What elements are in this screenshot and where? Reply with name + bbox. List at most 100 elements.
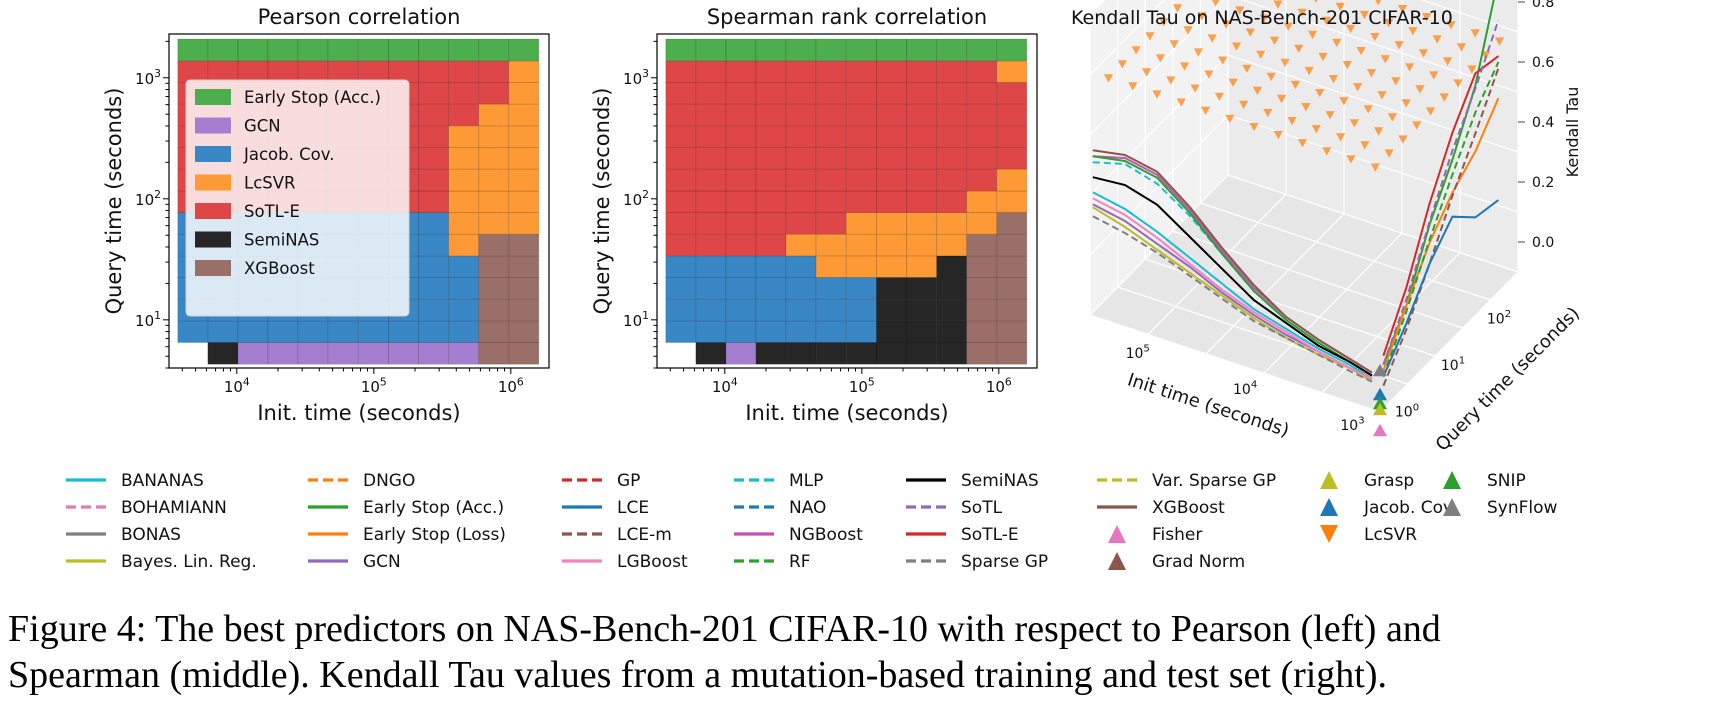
lcsvr-marker	[1366, 69, 1377, 78]
legend-label-grad-norm: Grad Norm	[1152, 552, 1245, 572]
pearson-cell-sotl-e	[448, 82, 480, 105]
pearson-cell-lcsvr	[508, 168, 540, 192]
lcsvr-marker	[1193, 48, 1203, 57]
spearman-cell-seminas	[876, 298, 907, 322]
lcsvr-marker	[1280, 58, 1290, 67]
pearson-cell-lcsvr	[508, 60, 540, 83]
pearson-cell-jacob-cov	[418, 255, 450, 278]
pearson-heatmap: 104 105 106 101 102 103 Pearson correlation Ini…	[102, 5, 550, 425]
spearman-cell-seminas	[785, 342, 817, 365]
spearman-cell-sotl-e	[665, 60, 697, 83]
lcsvr-marker	[1322, 147, 1332, 156]
spearman-cell-early-stop-acc	[845, 38, 877, 62]
legend-item-fisher: Fisher	[1108, 525, 1202, 545]
legend-item-lce-m: LCE-m	[562, 525, 672, 545]
spearman-cell-sotl-e	[785, 146, 817, 170]
spearman-cell-lcsvr	[966, 190, 998, 213]
lcsvr-marker	[1387, 113, 1397, 122]
spearman-cell-sotl-e	[876, 146, 907, 170]
spearman-cell-sotl-e	[906, 146, 938, 170]
legend-label-sotl: SoTL	[961, 498, 1003, 518]
spearman-cell-sotl-e	[725, 233, 757, 257]
legend-item-nao: NAO	[734, 498, 826, 518]
spearman-cell-sotl-e	[725, 82, 757, 105]
pearson-cell-jacob-cov	[388, 320, 419, 343]
legend-item-var-sparse-gp: Var. Sparse GP	[1097, 471, 1276, 491]
spearman-cell-seminas	[906, 298, 938, 322]
pearson-legend: Early Stop (Acc.) GCN Jacob. Cov. LcSVR SoTL…	[185, 79, 410, 317]
pearson-cell-gcn	[297, 342, 329, 365]
spearman-cell-jacob-cov	[725, 277, 757, 300]
legend-item-seminas: SemiNAS	[906, 471, 1039, 491]
kendall-z-tick-label: 0.8	[1532, 0, 1554, 11]
legend-item-grasp: Grasp	[1320, 471, 1414, 491]
lcsvr-marker	[1117, 60, 1127, 69]
legend-item-gp: GP	[562, 471, 640, 491]
lcsvr-marker	[1145, 32, 1155, 41]
pearson-legend-label-early-stop-acc: Early Stop (Acc.)	[244, 88, 381, 107]
kendall-z-tick-label: 0.6	[1532, 55, 1554, 71]
pearson-cell-lcsvr	[478, 212, 510, 235]
lcsvr-marker	[1425, 107, 1436, 116]
spearman-cell-sotl-e	[906, 190, 938, 213]
pearson-legend-label-jacob-cov: Jacob. Cov.	[243, 145, 334, 164]
kendall-z-tick-label: 0.4	[1532, 115, 1554, 131]
pearson-cell-jacob-cov	[267, 320, 299, 343]
spearman-cell-jacob-cov	[785, 298, 817, 322]
pearson-cell-lcsvr	[478, 168, 510, 192]
legend-label-synflow: SynFlow	[1487, 498, 1558, 518]
zero-cost-point-fisher	[1373, 423, 1387, 437]
legend-item-grad-norm: Grad Norm	[1108, 552, 1245, 572]
init-series-xgboost	[1092, 149, 1373, 374]
lcsvr-marker	[1180, 62, 1190, 71]
pearson-legend-label-lcsvr: LcSVR	[244, 174, 296, 193]
kendall-z-tick-label: 0.0	[1532, 235, 1554, 251]
lcsvr-marker	[1297, 139, 1308, 148]
pearson-cell-sotl-e	[357, 60, 389, 83]
spearman-cell-jacob-cov	[755, 320, 787, 343]
spearman-cell-lcsvr	[845, 255, 877, 278]
spearman-cell-seminas	[936, 298, 968, 322]
spearman-cell-sotl-e	[785, 103, 817, 127]
spearman-cell-jacob-cov	[755, 255, 787, 278]
pearson-cell-jacob-cov	[418, 277, 450, 300]
spearman-cell-xgboost	[996, 277, 1028, 300]
query-series-early-stop-loss	[1382, 97, 1500, 372]
pearson-cell-early-stop-acc	[237, 38, 269, 62]
legend-item-early-stop-loss: Early Stop (Loss)	[308, 525, 506, 545]
spearman-cell-lcsvr	[815, 233, 847, 257]
legend-marker-lcsvr	[1320, 525, 1338, 543]
spearman-cell-sotl-e	[665, 233, 697, 257]
spearman-cell-sotl-e	[755, 146, 787, 170]
pearson-cell-early-stop-acc	[478, 38, 510, 62]
spearman-cell-sotl-e	[936, 82, 968, 105]
spearman-cell-sotl-e	[695, 212, 727, 235]
legend-item-snip: SNIP	[1443, 471, 1526, 491]
kendall-init-tick-label: 105	[1126, 344, 1150, 362]
lcsvr-marker	[1277, 94, 1287, 104]
legend-label-lce-m: LCE-m	[617, 525, 672, 545]
legend-label-bayes-lin-reg: Bayes. Lin. Reg.	[121, 552, 257, 572]
spearman-cell-jacob-cov	[725, 255, 757, 278]
lcsvr-marker	[1214, 92, 1224, 101]
lcsvr-marker	[1269, 36, 1280, 45]
kendall-grid-line	[1227, 54, 1519, 153]
lcsvr-marker	[1155, 54, 1165, 63]
spearman-frame	[656, 33, 1038, 369]
zero-cost-point-synflow	[1373, 363, 1387, 377]
lcsvr-marker	[1169, 40, 1179, 49]
pearson-cell-jacob-cov	[418, 233, 450, 257]
spearman-cell-sotl-e	[996, 82, 1028, 105]
spearman-cell-seminas	[906, 320, 938, 343]
spearman-cell-sotl-e	[845, 168, 877, 192]
lcsvr-marker	[1204, 70, 1214, 79]
lcsvr-marker	[1152, 90, 1162, 99]
spearman-cell-lcsvr	[936, 233, 968, 257]
pearson-cell-jacob-cov	[237, 320, 269, 343]
lcsvr-marker	[1253, 0, 1254, 1]
spearman-cell-lcsvr	[845, 212, 877, 235]
spearman-cell-xgboost	[996, 233, 1028, 257]
lcsvr-marker	[1197, 12, 1207, 21]
pearson-legend-swatch-jacob-cov	[195, 146, 231, 162]
query-series-sotl-e	[1382, 55, 1500, 357]
